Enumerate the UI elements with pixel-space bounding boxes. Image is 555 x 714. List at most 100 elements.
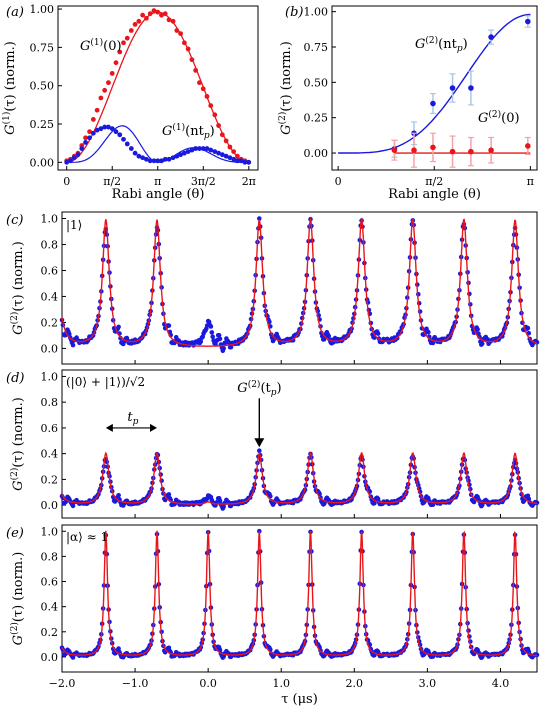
data-point-G1-ntp [106,124,111,130]
data-point-G1-ntp [98,126,104,132]
data-point-G1-ntp [200,146,206,151]
data-point-G1-ntp [87,135,92,141]
data-point [166,323,172,328]
data-point-G1-ntp [75,152,81,158]
data-point-G1-ntp [68,158,73,164]
y-tick-label: 0.50 [304,76,329,89]
data-point-G1-ntp [246,159,252,165]
data-point-G1-ntp [166,156,172,162]
y-tick-label: 0.0 [41,499,59,512]
data-point-G1-0 [227,144,233,150]
panel-label: (c) [6,213,23,228]
y-tick-label: 0.8 [41,550,59,563]
data-point-G1-0 [140,12,146,18]
x-axis-label: Rabi angle (θ) [112,187,205,202]
data-point [221,504,226,510]
data-point-G1-ntp [102,124,108,130]
data-point-G1-0 [219,132,225,138]
y-axis-label: G(1)(τ) (norm.) [1,41,18,135]
data-point [411,147,417,154]
data-point-G1-0 [128,28,134,33]
data-point [525,18,531,25]
x-tick-label: 3.0 [419,677,437,690]
data-point [116,493,121,498]
y-tick-label: 0.6 [41,422,59,435]
data-point-G1-ntp [132,150,138,156]
y-tick-label: 0.8 [41,238,59,251]
y-tick-label: 0.2 [41,473,59,486]
data-point-G1-ntp [64,159,70,165]
y-axis-label: G(2)(τ) (norm.) [9,552,26,646]
data-point-G1-ntp [181,150,187,156]
fit-line [61,530,538,657]
x-tick-label: 2π [242,175,256,188]
data-point-G1-ntp [223,153,229,159]
data-point-G1-0 [109,71,115,76]
data-point-G1-ntp [144,156,149,162]
y-tick-label: 0.25 [304,112,329,125]
y-tick-label: 0.6 [41,264,59,277]
data-point [372,500,377,506]
y-tick-label: 1.0 [41,370,59,383]
y-tick-label: 1.0 [41,212,59,225]
x-tick-label: 0 [335,175,342,188]
data-point-G1-ntp [162,156,168,162]
tp-arrowhead-right [150,423,157,432]
data-point-G1-0 [106,80,111,86]
data-point-G1-0 [90,117,96,122]
data-point-G1-ntp [170,155,176,161]
data-point-G1-0 [155,9,161,15]
data-point-G1-0 [189,57,195,63]
state-label: (|0⟩ + |1⟩)/√2 [66,375,145,389]
data-point-G1-0 [200,86,206,92]
panel-label: (e) [6,526,24,541]
data-point-G1-0 [235,153,240,159]
data-point [116,324,121,330]
data-point-G1-ntp [109,126,115,132]
panel-label: (a) [6,5,24,20]
y-tick-label: 0.4 [41,448,59,461]
data-point-G1-ntp [128,146,134,151]
data-point [198,339,204,344]
data-point-G1-ntp [235,158,240,164]
data-point [375,331,381,336]
data-point [525,143,531,149]
data-point-G1-ntp [136,153,142,159]
series-label-G1-ntp: G(1)(ntp) [162,122,215,141]
data-point [257,216,262,221]
y-tick-label: 0.0 [41,342,59,355]
x-tick-label: π/2 [425,175,443,188]
data-point [488,34,494,40]
series-label-G1-0: G(1)(0) [80,37,122,54]
state-label: |α⟩ ≈ 1 [66,530,108,544]
y-tick-label: 0.00 [30,156,55,169]
y-tick-label: 0.8 [41,396,59,409]
data-point-G1-0 [185,46,191,52]
data-point-G1-ntp [189,147,195,153]
data-point [217,498,223,503]
data-point [391,147,398,154]
data-point-G1-0 [193,67,199,73]
x-tick-label: 4.0 [492,677,510,690]
x-tick-label: 0 [63,175,70,188]
data-point [70,342,76,348]
panel-e: 0.0 0.2 0.4 0.6 0.8 1.0 −2.0 −1.0 0.0 1.0 2.0 3.0 4.… [6,524,540,707]
data-point-G1-ntp [174,153,180,159]
data-point-G1-0 [132,21,138,27]
data-point-G1-ntp [155,158,161,164]
data-point [430,340,436,346]
data-point [209,330,215,335]
fit-line [61,451,538,505]
data-point-G1-0 [197,80,202,86]
data-point [257,448,262,454]
data-point-G1-0 [124,35,130,41]
data-point-G1-ntp [178,152,184,158]
panel-label: (d) [6,371,24,386]
data-point-G1-ntp [185,149,191,155]
panel-a: 0.00 0.25 0.50 0.75 1.00 0 π/2 π 3π/2 2π (a) G(1)(τ… [1,3,259,202]
data-point [116,646,121,651]
x-axis-label: τ (μs) [281,692,318,707]
peak-arrowhead [254,438,265,448]
data-point-G1-ntp [238,158,244,164]
